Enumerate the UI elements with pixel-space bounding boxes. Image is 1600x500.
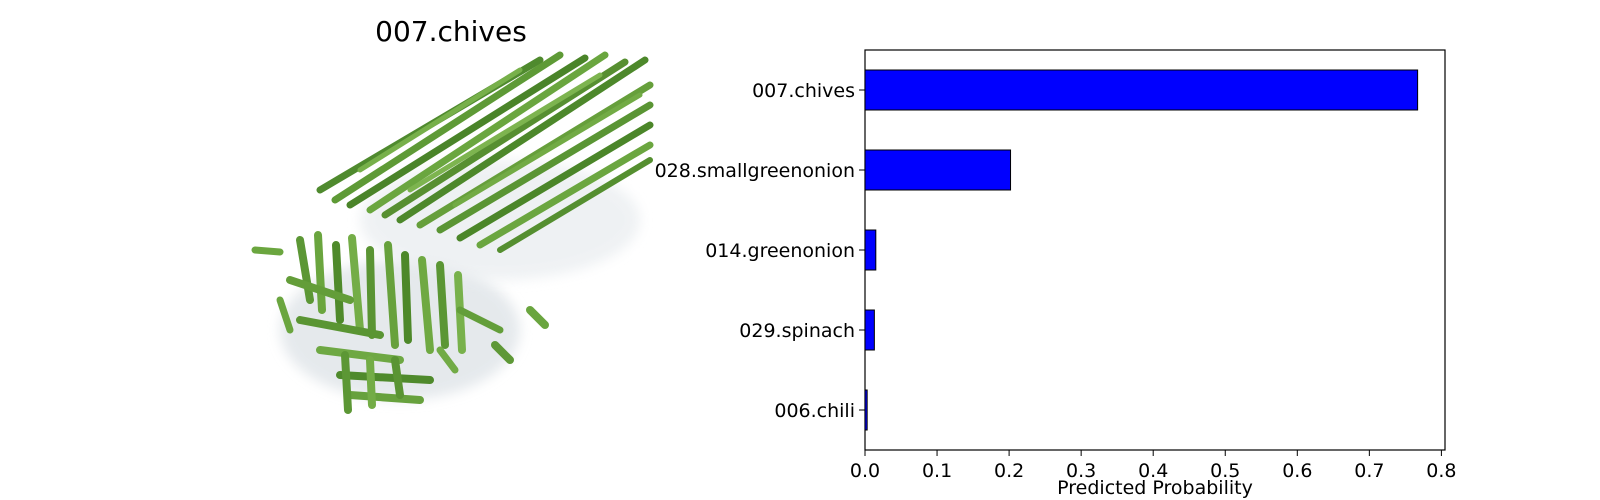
y-tick-label: 006.chili: [774, 400, 855, 422]
bar-007.chives: [864, 69, 1419, 111]
y-ticks-group: 007.chives 028.smallgreenonion 014.greenon…: [655, 80, 865, 422]
x-tick-label: 0.6: [1282, 460, 1312, 482]
x-tick-label: 0.8: [1426, 460, 1456, 482]
x-tick-label: 0.5: [1210, 460, 1240, 482]
x-tick-label: 0.0: [850, 460, 880, 482]
bar-029.spinach: [864, 309, 875, 351]
x-tick-label: 0.3: [1066, 460, 1096, 482]
y-tick-label: 028.smallgreenonion: [655, 160, 855, 182]
x-tick-label: 0.7: [1354, 460, 1384, 482]
x-tick-label: 0.1: [922, 460, 952, 482]
y-tick-label: 014.greenonion: [705, 240, 855, 262]
bar-014.greenonion: [864, 229, 877, 271]
x-ticks-group: 0.0 0.1 0.2 0.3 0.4 0.5 0.6 0.7 0.8: [850, 450, 1457, 482]
x-axis-label: Predicted Probability: [1057, 477, 1253, 499]
image-title: 007.chives: [375, 15, 527, 48]
chives-photo: [251, 50, 654, 450]
plot-area-frame: [864, 49, 1446, 451]
y-tick-label: 029.spinach: [739, 320, 855, 342]
x-tick-label: 0.4: [1138, 460, 1168, 482]
bar-028.smallgreenonion: [864, 149, 1012, 191]
y-tick-label: 007.chives: [752, 80, 855, 102]
bar-006.chili: [864, 389, 868, 431]
probability-chart: 007.chives 028.smallgreenonion 014.greenon…: [655, 49, 1457, 499]
x-tick-label: 0.2: [994, 460, 1024, 482]
